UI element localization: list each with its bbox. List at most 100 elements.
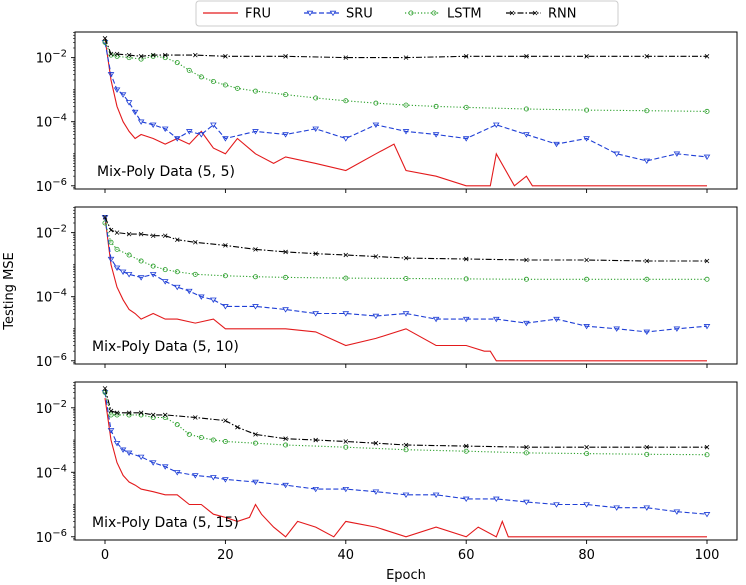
data-point-rnn [138, 410, 144, 416]
panels: 10−6 10−4 10−2 Mix-Poly Data (5, 5) 10−6 10−4… [36, 31, 738, 563]
data-point-lstm [313, 95, 319, 101]
data-point-lstm [343, 275, 349, 281]
data-point-rnn [403, 255, 409, 261]
data-point-sru [372, 122, 380, 128]
panel-2: 10−6 10−4 10−2 Mix-Poly Data (5, 10) [36, 206, 738, 370]
data-point-rnn [373, 254, 379, 259]
data-point-lstm [403, 276, 409, 282]
data-point-sru [583, 136, 590, 142]
data-point-rnn [463, 256, 469, 262]
data-point-rnn [223, 54, 228, 59]
data-point-rnn [343, 55, 349, 60]
data-point-sru [161, 279, 169, 285]
data-point-sru [107, 72, 115, 78]
data-point-rnn [193, 415, 198, 420]
x-tick-label: 0 [101, 548, 109, 563]
data-point-rnn [126, 410, 132, 416]
data-point-lstm [463, 104, 469, 110]
series-line-sru [104, 42, 708, 162]
data-point-lstm [523, 276, 529, 282]
y-tick-label: 10−6 [36, 528, 67, 546]
data-point-lstm [283, 92, 289, 98]
x-axis-title: Epoch [386, 568, 426, 583]
data-point-rnn [108, 227, 114, 233]
data-point-sru [432, 316, 440, 323]
data-point-sru [402, 129, 410, 135]
data-point-sru [185, 129, 193, 135]
x-tick-label: 20 [217, 548, 234, 563]
data-point-sru [432, 492, 440, 498]
data-point-sru [113, 87, 121, 93]
data-point-rnn [704, 54, 710, 59]
data-point-sru [372, 489, 380, 495]
data-point-rnn [253, 247, 258, 252]
data-point-sru [613, 505, 621, 511]
data-point-sru [222, 136, 229, 142]
data-point-rnn [584, 257, 589, 263]
data-point-rnn [463, 54, 469, 59]
data-point-lstm [126, 412, 132, 418]
data-point-sru [372, 313, 380, 320]
data-point-rnn [108, 51, 114, 57]
data-point-sru [252, 304, 259, 310]
data-point-lstm [584, 276, 590, 282]
data-point-rnn [102, 36, 108, 41]
data-point-sru [119, 92, 127, 98]
data-point-lstm [150, 263, 156, 269]
data-point-rnn [584, 54, 589, 59]
data-point-rnn [162, 233, 168, 239]
panel-frame [74, 206, 738, 365]
data-point-lstm [108, 412, 114, 418]
data-point-sru [703, 512, 711, 518]
data-point-sru [210, 297, 217, 303]
data-point-sru [125, 450, 133, 457]
y-tick-label: 10−6 [36, 352, 67, 370]
data-point-lstm [704, 276, 710, 282]
data-point-lstm [174, 269, 180, 275]
data-point-sru [523, 499, 530, 506]
data-point-sru [131, 109, 139, 116]
data-point-lstm [343, 98, 349, 104]
panel-title: Mix-Poly Data (5, 5) [97, 164, 235, 180]
data-point-lstm [192, 271, 198, 277]
series-line-rnn [104, 217, 707, 262]
data-point-lstm [102, 220, 108, 226]
panel-title: Mix-Poly Data (5, 15) [92, 515, 239, 531]
series-line-sru [104, 392, 708, 515]
legend-marker-sru [329, 10, 337, 17]
legend-label-fru: FRU [245, 7, 271, 22]
data-point-rnn [193, 52, 198, 58]
data-point-rnn [162, 412, 168, 418]
series-line-lstm [104, 222, 707, 280]
data-point-sru [173, 470, 181, 476]
data-point-sru [492, 122, 500, 128]
data-point-sru [643, 158, 651, 165]
data-point-rnn [343, 252, 349, 258]
data-point-sru [673, 326, 681, 332]
data-point-sru [119, 447, 127, 453]
series-line-fru [104, 398, 707, 538]
data-point-sru [312, 311, 320, 317]
data-point-lstm [198, 434, 204, 440]
data-point-rnn [150, 412, 156, 418]
data-point-rnn [223, 243, 228, 248]
series-line-lstm [104, 392, 708, 456]
data-point-sru [282, 132, 289, 138]
data-point-sru [161, 126, 169, 132]
data-point-lstm [523, 106, 529, 112]
data-point-rnn [235, 424, 240, 430]
legend-marker-sru [306, 10, 314, 17]
data-point-lstm [644, 276, 650, 282]
data-point-rnn [704, 258, 710, 264]
data-point-rnn [704, 444, 710, 450]
data-point-rnn [584, 444, 589, 450]
data-point-rnn [150, 52, 156, 58]
x-tick-label: 80 [578, 548, 595, 563]
panel-3: 10−6 10−4 10−2 0 20 40 60 80 100 Mix-Poly Data (5… [36, 381, 738, 563]
data-point-sru [342, 136, 350, 142]
data-point-rnn [524, 54, 529, 59]
y-tick-label: 10−2 [36, 49, 67, 67]
data-point-rnn [102, 215, 108, 220]
data-point-sru [252, 479, 259, 486]
data-point-lstm [523, 450, 529, 456]
